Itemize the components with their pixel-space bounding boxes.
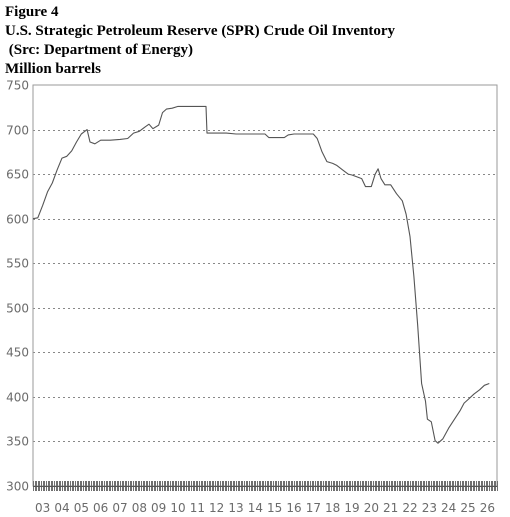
x-tick-label: 19	[344, 501, 359, 515]
figure-label: Figure 4	[5, 4, 59, 20]
series-layer	[32, 105, 490, 444]
chart-header: Figure 4 U.S. Strategic Petroleum Reserv…	[5, 3, 395, 79]
x-tick-label: 17	[306, 501, 321, 515]
y-tick-label: 650	[6, 168, 29, 182]
y-tick-label: 600	[6, 213, 29, 227]
x-tick-label: 11	[190, 501, 205, 515]
x-tick-label: 26	[480, 501, 495, 515]
x-tick-label: 21	[383, 501, 398, 515]
x-tick-label: 15	[267, 501, 282, 515]
x-tick-label: 04	[54, 501, 69, 515]
x-tick-label: 16	[286, 501, 301, 515]
y-tick-label: 450	[6, 346, 29, 360]
grid-layer	[33, 130, 497, 442]
x-tick-label: 06	[93, 501, 108, 515]
y-tick-label: 550	[6, 257, 29, 271]
x-tick-label: 07	[112, 501, 127, 515]
series-line-spr-inventory	[32, 105, 490, 444]
x-tick-label: 10	[170, 501, 185, 515]
x-tick-label: 08	[132, 501, 147, 515]
y-tick-label: 400	[6, 391, 29, 405]
unit-label: Million barrels	[5, 61, 101, 77]
x-tick-label: 03	[35, 501, 50, 515]
x-tick-label: 13	[228, 501, 243, 515]
x-tick-label: 12	[209, 501, 224, 515]
y-tick-label: 500	[6, 302, 29, 316]
x-tick-label: 09	[151, 501, 166, 515]
x-tick-label: 23	[422, 501, 437, 515]
axis-layer: 300 350 400 450 500 550 600 650 700 750 03 04 05 06 07…	[6, 79, 498, 515]
chart-subtitle: (Src: Department of Energy)	[5, 42, 194, 58]
y-tick-label: 750	[6, 79, 29, 93]
y-tick-label: 350	[6, 435, 29, 449]
x-tick-label: 14	[248, 501, 263, 515]
y-tick-label: 300	[6, 480, 29, 494]
plot-frame	[32, 84, 498, 487]
x-tick-label: 05	[74, 501, 89, 515]
x-tick-label: 22	[402, 501, 417, 515]
x-tick-label: 24	[441, 501, 456, 515]
x-tick-label: 20	[364, 501, 379, 515]
chart-title: U.S. Strategic Petroleum Reserve (SPR) C…	[5, 23, 396, 39]
x-tick-label: 18	[325, 501, 340, 515]
x-tick-label: 25	[460, 501, 475, 515]
y-tick-label: 700	[6, 124, 29, 138]
